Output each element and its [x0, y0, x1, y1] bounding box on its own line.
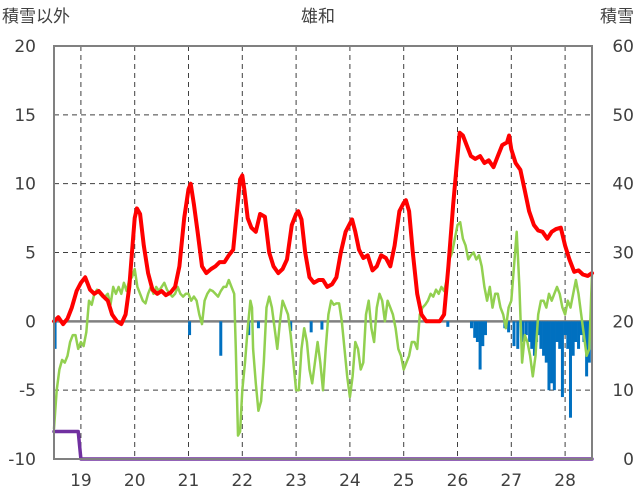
precipitation-bar [560, 321, 564, 398]
left-tick-label: 5 [25, 244, 36, 264]
precipitation-bar [516, 321, 520, 349]
right-axis-ticks: 60 50 40 30 20 10 0 [612, 37, 634, 470]
precipitation-bar [568, 321, 572, 418]
precipitation-bar [577, 321, 581, 349]
left-tick-label: -10 [8, 450, 36, 470]
right-tick-label: 0 [623, 450, 634, 470]
plot-frame [53, 45, 593, 460]
precipitation-bar [524, 321, 528, 336]
x-tick-label: 20 [124, 471, 146, 491]
precipitation-bar [469, 321, 473, 329]
x-tick-label: 23 [285, 471, 307, 491]
precipitation-bar [512, 321, 516, 347]
left-axis-ticks: 20 15 10 5 0 -5 -10 [8, 37, 36, 470]
precipitation-bar [571, 321, 575, 356]
precipitation-bar [542, 321, 546, 356]
right-tick-label: 40 [612, 175, 634, 195]
precipitation-bar [544, 321, 548, 363]
precipitation-bar [537, 321, 541, 336]
right-tick-label: 20 [612, 312, 634, 332]
precipitation-bar [566, 321, 570, 349]
right-tick-label: 10 [612, 381, 634, 401]
precipitation-bar [53, 321, 57, 349]
right-axis-label: 積雪 [600, 7, 634, 27]
x-tick-label: 19 [70, 471, 92, 491]
precipitation-bar [507, 321, 511, 333]
precipitation-bar [256, 321, 260, 329]
precipitation-bar [552, 321, 556, 391]
precipitation-bar [530, 321, 534, 349]
left-tick-label: 20 [14, 37, 36, 57]
x-axis-ticks: 19 20 21 22 23 24 25 26 27 28 [70, 471, 576, 491]
left-tick-label: 10 [14, 175, 36, 195]
precipitation-bar [473, 321, 477, 338]
left-axis-label: 積雪以外 [2, 7, 70, 27]
precipitation-bar [475, 321, 479, 342]
precipitation-bar [574, 321, 578, 342]
precipitation-bar [446, 321, 450, 327]
right-tick-label: 60 [612, 37, 634, 57]
precipitation-bar [478, 321, 482, 370]
x-tick-label: 25 [393, 471, 415, 491]
left-tick-label: -5 [19, 381, 36, 401]
precipitation-bar [550, 321, 554, 384]
chart-title: 雄和 [301, 7, 335, 27]
precipitation-bar [481, 321, 485, 347]
precipitation-bar [539, 321, 543, 349]
dew-point-line [52, 220, 594, 437]
precipitation-bar [547, 321, 551, 391]
precipitation-bar [558, 321, 562, 349]
right-tick-label: 50 [612, 106, 634, 126]
x-tick-label: 22 [231, 471, 253, 491]
left-tick-label: 15 [14, 106, 36, 126]
precipitation-bar [555, 321, 559, 342]
precipitation-bar [188, 321, 192, 336]
precipitation-bar [528, 321, 532, 342]
precipitation-bar [320, 321, 324, 330]
grid-lines [54, 46, 592, 459]
precipitation-bar [532, 321, 536, 356]
x-tick-label: 27 [500, 471, 522, 491]
x-tick-label: 28 [554, 471, 576, 491]
precipitation-bar [521, 321, 525, 342]
precipitation-bar [579, 321, 583, 336]
right-tick-label: 30 [612, 244, 634, 264]
precipitation-bar [219, 321, 223, 356]
x-tick-label: 24 [339, 471, 361, 491]
precipitation-bar [483, 321, 487, 336]
x-tick-label: 21 [178, 471, 200, 491]
x-tick-label: 26 [447, 471, 469, 491]
temperature-line [52, 130, 594, 327]
left-tick-label: 0 [25, 312, 36, 332]
precipitation-bar [309, 321, 313, 333]
precipitation-bar [563, 321, 567, 336]
